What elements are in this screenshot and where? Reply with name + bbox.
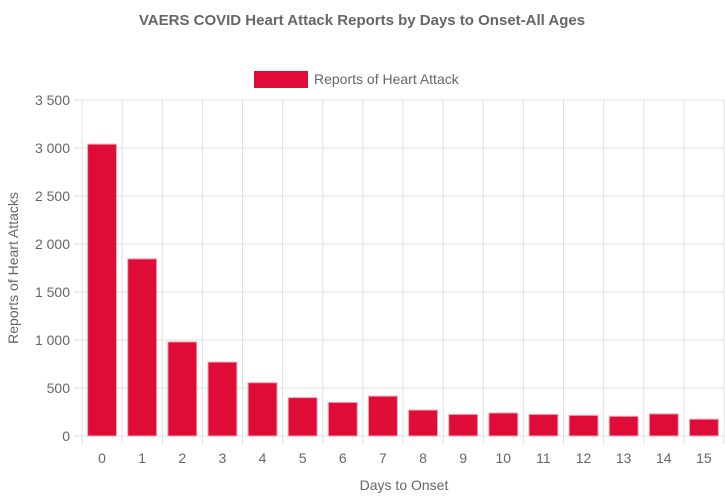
bar-day-13[interactable] bbox=[608, 415, 639, 437]
x-tick-label: 0 bbox=[98, 450, 106, 466]
y-tick-label: 0 bbox=[62, 428, 70, 444]
legend[interactable]: Reports of Heart Attack bbox=[254, 71, 460, 88]
bar-day-3[interactable] bbox=[207, 361, 238, 437]
chart-title: VAERS COVID Heart Attack Reports by Days… bbox=[139, 12, 585, 29]
bar-day-5[interactable] bbox=[287, 397, 318, 437]
y-tick-label: 2 000 bbox=[35, 236, 70, 252]
bar-day-2[interactable] bbox=[167, 341, 198, 437]
x-tick-label: 12 bbox=[576, 450, 592, 466]
x-tick-label: 9 bbox=[459, 450, 467, 466]
y-tick-label: 3 000 bbox=[35, 140, 70, 156]
bar-day-9[interactable] bbox=[448, 413, 479, 437]
x-tick-label: 1 bbox=[138, 450, 146, 466]
x-tick-label: 3 bbox=[219, 450, 227, 466]
x-tick-label: 6 bbox=[339, 450, 347, 466]
x-tick-label: 8 bbox=[419, 450, 427, 466]
legend-label: Reports of Heart Attack bbox=[314, 71, 460, 87]
x-tick-label: 7 bbox=[379, 450, 387, 466]
y-axis-ticks: 3 500 3 000 2 500 2 000 1 500 1 000 500 0 bbox=[35, 92, 70, 444]
x-tick-label: 14 bbox=[656, 450, 672, 466]
bar-day-6[interactable] bbox=[327, 401, 358, 437]
x-tick-label: 5 bbox=[299, 450, 307, 466]
x-tick-label: 11 bbox=[536, 450, 551, 466]
x-tick-label: 4 bbox=[259, 450, 267, 466]
bar-day-12[interactable] bbox=[568, 414, 599, 437]
y-tick-label: 2 500 bbox=[35, 188, 70, 204]
bars bbox=[87, 143, 719, 437]
y-tick-label: 3 500 bbox=[35, 92, 70, 108]
bar-day-7[interactable] bbox=[367, 395, 398, 437]
grid-lines bbox=[74, 99, 725, 444]
bar-day-4[interactable] bbox=[247, 382, 278, 437]
bar-day-14[interactable] bbox=[648, 413, 679, 437]
legend-swatch bbox=[254, 71, 308, 88]
x-tick-label: 15 bbox=[696, 450, 712, 466]
bar-day-8[interactable] bbox=[408, 409, 439, 437]
x-tick-label: 13 bbox=[616, 450, 632, 466]
x-axis-ticks: 0 1 2 3 4 5 6 7 8 9 10 11 12 13 14 15 bbox=[98, 450, 712, 466]
bar-day-15[interactable] bbox=[688, 418, 719, 437]
y-tick-label: 1 500 bbox=[35, 284, 70, 300]
x-tick-label: 10 bbox=[496, 450, 512, 466]
y-tick-label: 500 bbox=[47, 380, 71, 396]
y-tick-label: 1 000 bbox=[35, 332, 70, 348]
x-tick-label: 2 bbox=[178, 450, 186, 466]
bar-day-11[interactable] bbox=[528, 413, 559, 437]
x-axis-label: Days to Onset bbox=[360, 477, 449, 493]
bar-day-0[interactable] bbox=[87, 143, 118, 437]
y-axis-label: Reports of Heart Attacks bbox=[5, 192, 21, 344]
bar-day-10[interactable] bbox=[488, 412, 519, 437]
bar-day-1[interactable] bbox=[127, 258, 158, 437]
